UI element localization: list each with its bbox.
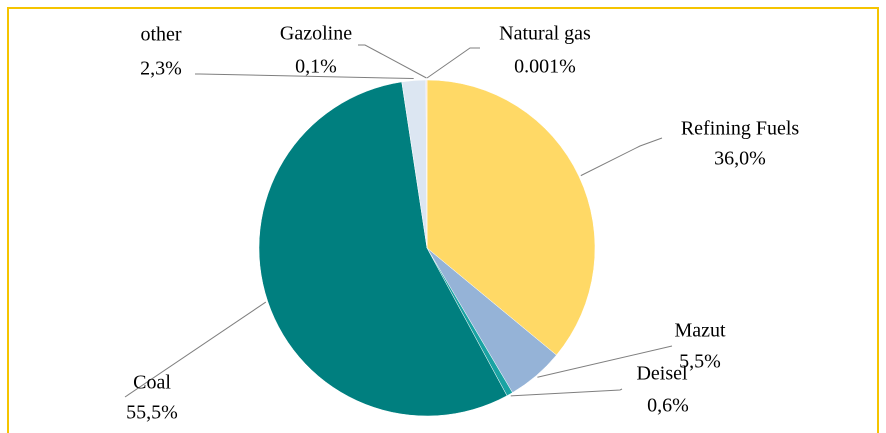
slice-label-name: Coal [133,372,171,394]
leader-line [510,388,623,397]
slice-label-name: Natural gas [499,23,591,45]
slice-label-value: 55,5% [126,402,178,424]
leader-line [537,345,673,378]
pie-slice [425,79,428,249]
slice-label-value: 2,3% [140,58,182,80]
slice-label-name: Mazut [674,320,726,342]
leader-line [195,73,414,80]
slice-label-value: 0,1% [295,56,337,78]
slice-label-name: other [140,24,181,46]
slice-label-value: 0,6% [647,395,689,417]
leader-line [426,47,480,79]
pie-slice [426,79,596,356]
slice-label-value: 5,5% [679,351,721,373]
leader-line [124,301,267,398]
slice-label-name: Deisel [636,363,688,385]
slice-label-value: 36,0% [714,148,766,170]
chart-frame [7,7,879,433]
slice-label-value: 0.001% [514,56,576,78]
leader-line [358,44,427,79]
pie-slice [258,81,508,417]
leader-line [580,137,663,177]
slice-label-name: Refining Fuels [681,118,800,140]
slice-label-name: Gazoline [280,23,352,45]
